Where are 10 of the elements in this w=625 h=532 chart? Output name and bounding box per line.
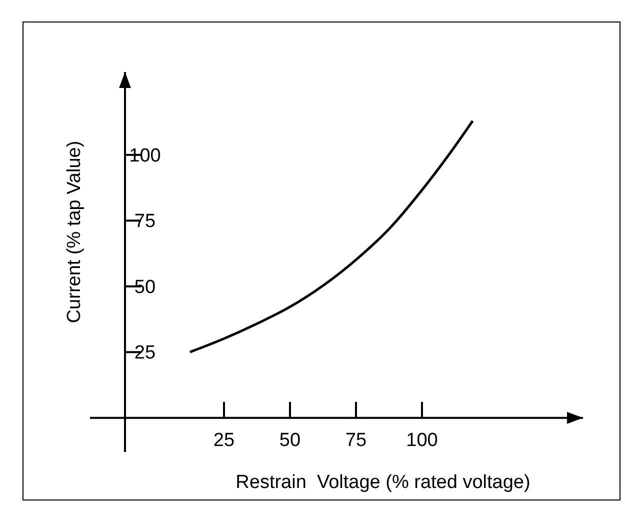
line-series xyxy=(188,120,474,354)
y-axis-title: Current (% tap Value) xyxy=(64,140,85,324)
y-tick-label: 75 xyxy=(134,211,156,232)
x-tick-label: 75 xyxy=(345,430,367,451)
x-axis-title: Restrain Voltage (% rated voltage) xyxy=(236,472,530,493)
x-tick-label: 25 xyxy=(213,430,235,451)
y-tick-label: 25 xyxy=(134,342,156,364)
x-tick-label: 100 xyxy=(406,430,438,451)
x-tick-label: 50 xyxy=(279,430,301,451)
y-tick-label: 100 xyxy=(129,145,161,166)
